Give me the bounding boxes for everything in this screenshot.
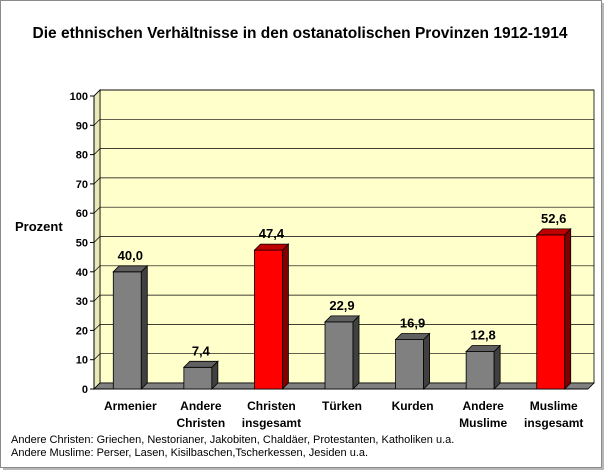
x-tick-label-6-2: Muslime xyxy=(459,416,507,430)
gridline-50 xyxy=(93,236,594,243)
gridline-90 xyxy=(93,118,594,126)
bar-3-front xyxy=(254,249,283,390)
bar-6-front xyxy=(465,351,495,390)
x-tick-label-6-1: Andere xyxy=(462,399,504,413)
x-tick-label-2-2: Christen xyxy=(177,416,226,430)
bar-5-side xyxy=(423,332,430,390)
bar-4-side xyxy=(352,314,360,390)
value-label-5: 16,9 xyxy=(400,315,425,330)
gridline-100 xyxy=(93,89,594,97)
bar-3-side xyxy=(282,243,289,390)
value-label-3: 47,4 xyxy=(259,226,285,241)
y-tick-label-50: 50 xyxy=(76,238,88,250)
y-tick-label-70: 70 xyxy=(76,179,88,191)
y-tick-label-0: 0 xyxy=(82,384,88,396)
y-tick-label-20: 20 xyxy=(76,325,88,337)
y-tick-label-100: 100 xyxy=(70,91,88,103)
footnote-andere-muslime: Andere Muslime: Perser, Lasen, Kisilbasc… xyxy=(11,447,369,459)
value-label-1: 40,0 xyxy=(118,248,143,263)
x-tick-label-2-1: Andere xyxy=(180,399,222,413)
y-tick-label-60: 60 xyxy=(76,208,88,220)
bar-2-top xyxy=(182,360,219,368)
value-label-4: 22,9 xyxy=(329,298,354,313)
value-label-6: 12,8 xyxy=(470,327,495,342)
bar-4-front xyxy=(324,321,354,390)
x-tick-label-5-1: Kurden xyxy=(392,399,434,413)
bar-5-front xyxy=(395,339,424,390)
bar-7-front xyxy=(536,234,566,390)
y-tick-label-90: 90 xyxy=(76,120,88,132)
x-tick-label-7-1: Muslime xyxy=(530,399,578,413)
bar-6-top xyxy=(465,345,502,352)
bar-1-side xyxy=(140,264,148,390)
chart-title: Die ethnischen Verhältnisse in den ostan… xyxy=(32,25,568,42)
gridline-70 xyxy=(93,177,594,185)
bar-7-top xyxy=(535,228,572,236)
bar-1-top xyxy=(112,265,149,273)
value-label-7: 52,6 xyxy=(541,211,566,226)
x-tick-label-1-1: Armenier xyxy=(104,399,157,413)
y-tick-label-80: 80 xyxy=(76,150,88,162)
bar-1-front xyxy=(112,271,142,390)
footnote-andere-christen: Andere Christen: Griechen, Nestorianer, … xyxy=(11,434,455,446)
gridline-30 xyxy=(93,294,594,302)
gridline-40 xyxy=(93,265,594,273)
y-tick-label-30: 30 xyxy=(76,296,88,308)
bar-5-top xyxy=(394,333,431,340)
bar-6-side xyxy=(493,344,501,390)
gridline-20 xyxy=(93,324,594,331)
value-label-2: 7,4 xyxy=(192,343,211,358)
x-tick-label-4-1: Türken xyxy=(322,399,362,413)
bar-4-top xyxy=(324,315,360,323)
y-tick-label-40: 40 xyxy=(76,267,88,279)
bar-2-front xyxy=(183,366,213,390)
y-axis-label: Prozent xyxy=(15,219,63,234)
gridline-60 xyxy=(93,206,594,214)
x-tick-label-3-1: Christen xyxy=(247,399,296,413)
bar-7-side xyxy=(564,227,572,390)
gridline-80 xyxy=(93,148,594,155)
bar-3-top xyxy=(253,243,290,251)
x-tick-label-7-2: insgesamt xyxy=(524,416,583,430)
x-tick-label-3-2: insgesamt xyxy=(242,416,301,430)
y-tick-label-10: 10 xyxy=(76,355,88,367)
